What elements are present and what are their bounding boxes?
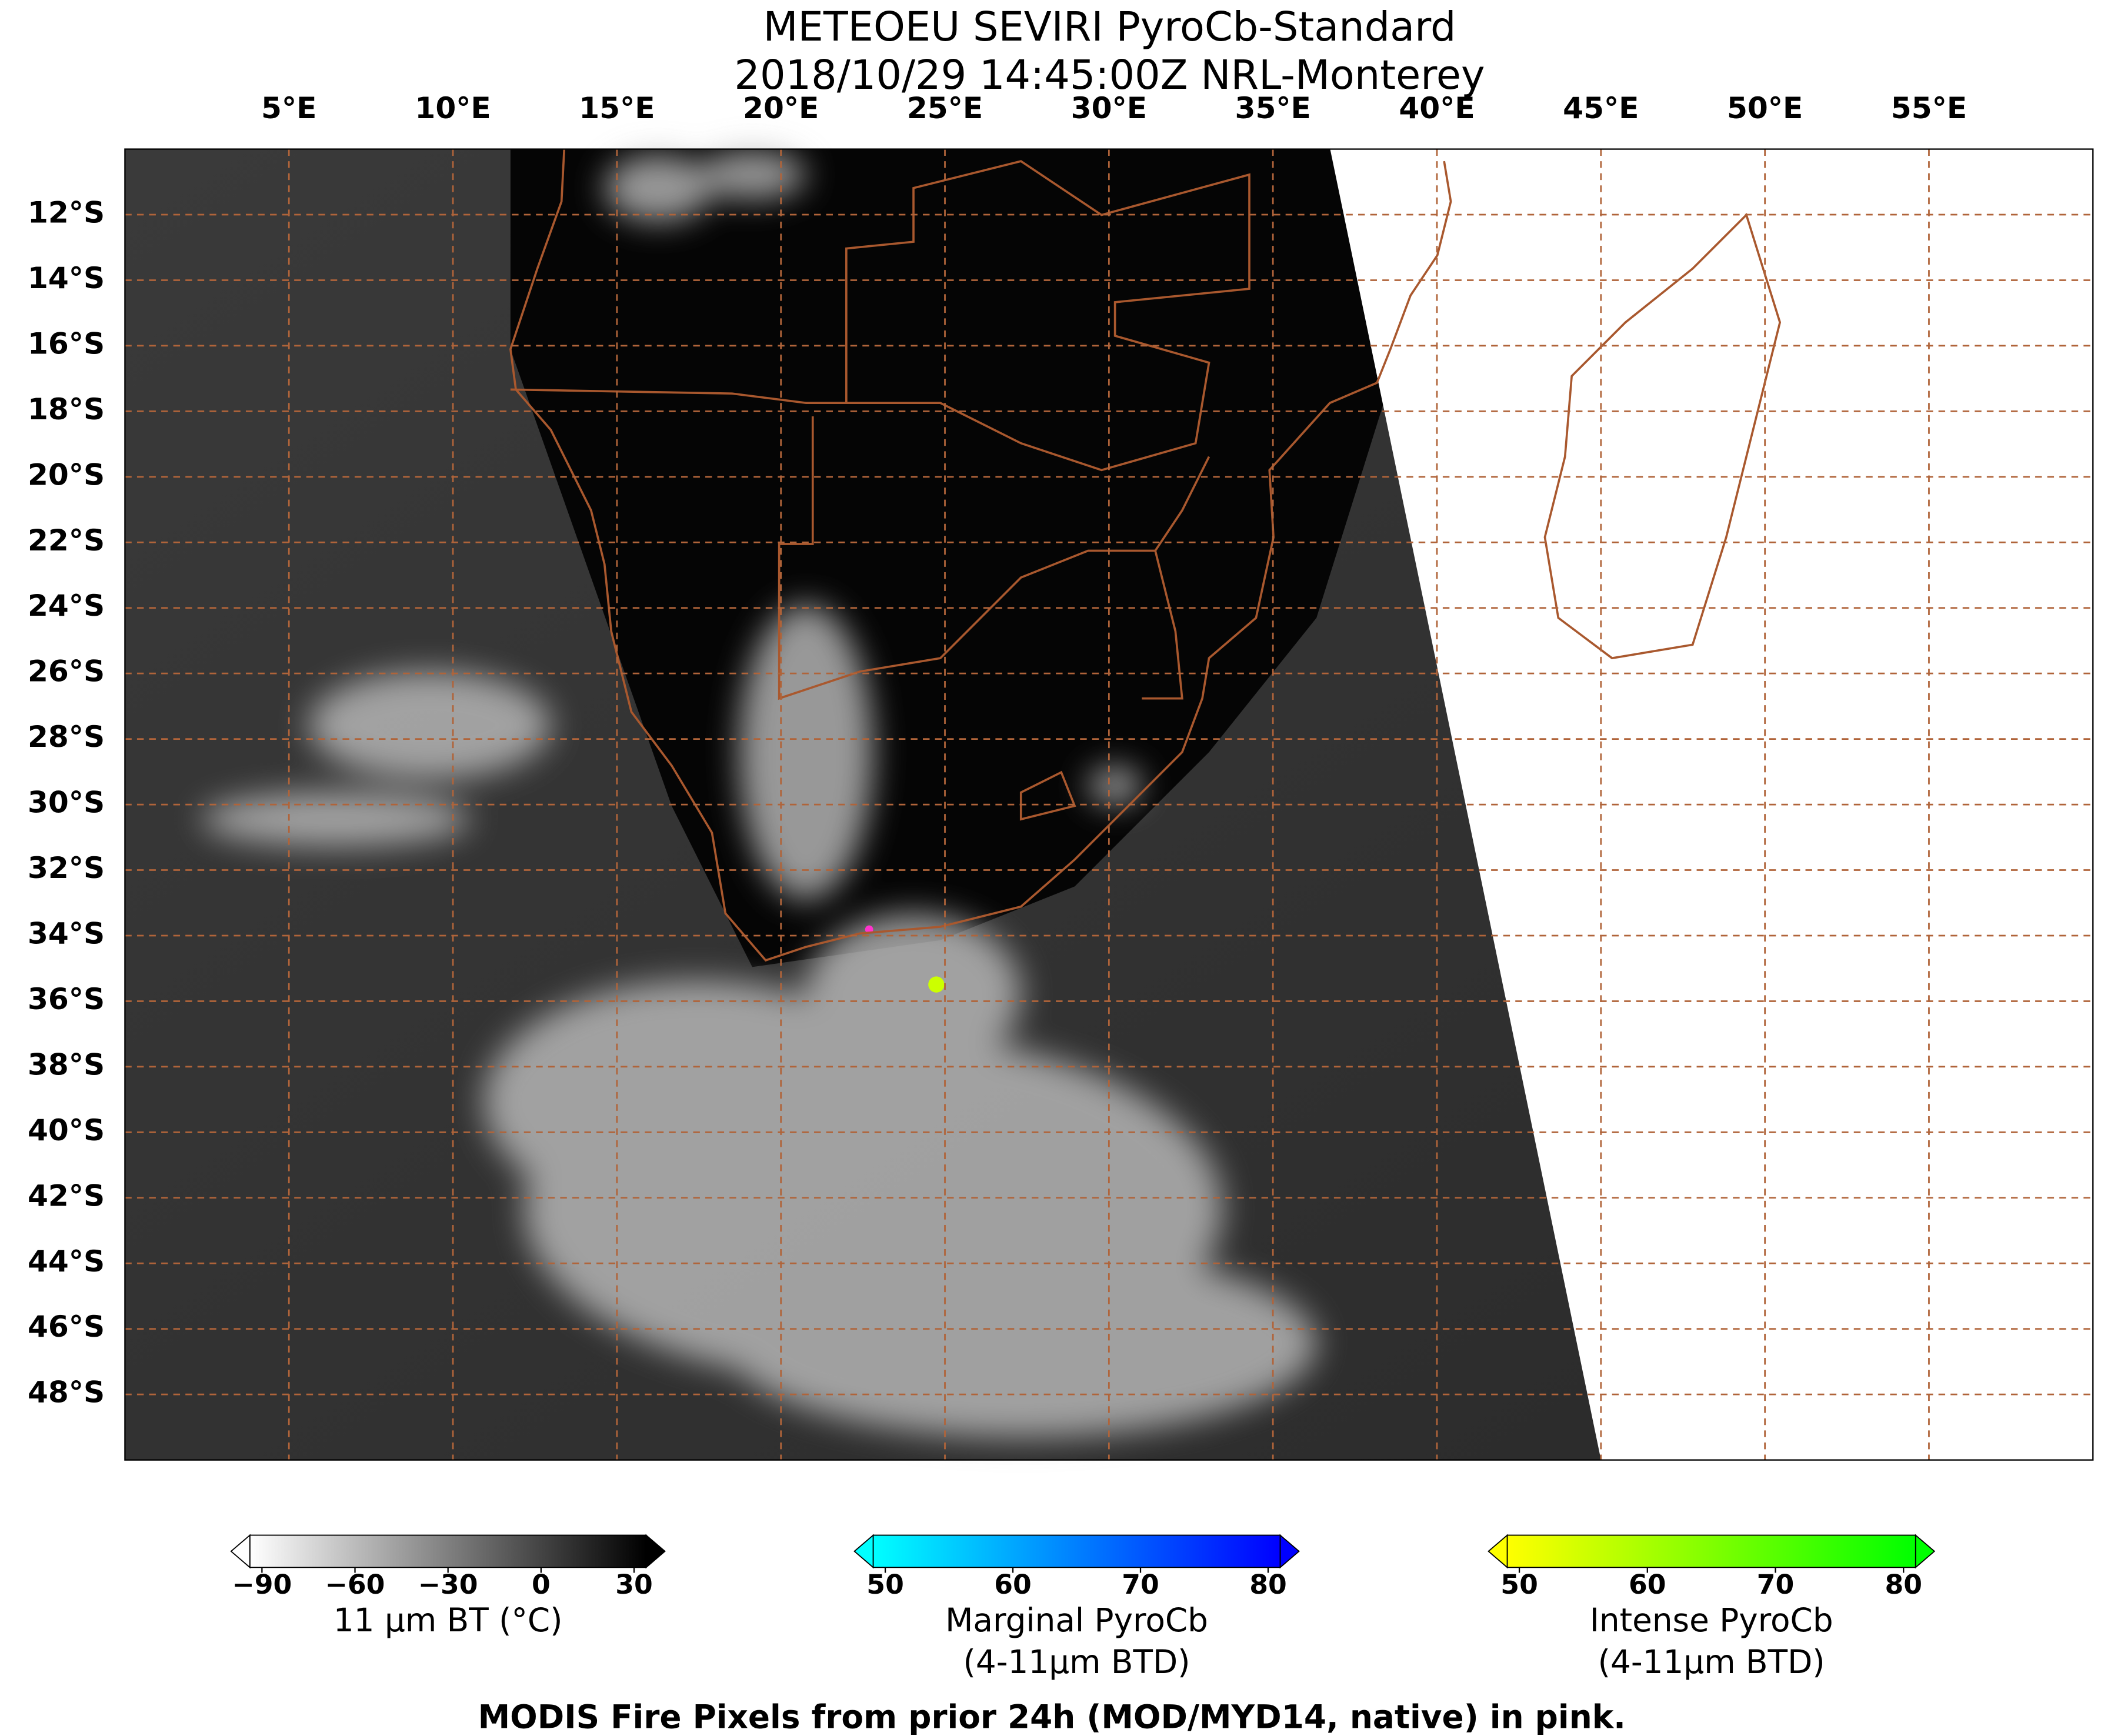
colorbar-label: (4-11μm BTD)	[1598, 1643, 1825, 1681]
colorbar-tick-label: −90	[232, 1569, 292, 1600]
y-tick-label: 26°S	[28, 654, 105, 689]
x-tick-label: 25°E	[907, 91, 983, 125]
colorbar-label: (4-11μm BTD)	[963, 1643, 1190, 1681]
x-tick-label: 5°E	[261, 91, 316, 125]
colorbar	[1506, 1534, 1916, 1568]
coastlines	[509, 149, 1782, 962]
colorbar-extend	[853, 1534, 874, 1569]
y-tick-label: 16°S	[28, 326, 105, 360]
y-tick-label: 24°S	[28, 588, 105, 623]
colorbar-tick-label: 80	[1885, 1569, 1922, 1600]
colorbar	[872, 1534, 1281, 1568]
x-tick-label: 55°E	[1891, 91, 1967, 125]
colorbar-tick-label: 50	[1500, 1569, 1538, 1600]
x-tick-label: 50°E	[1727, 91, 1803, 125]
colorbar-label: 11 μm BT (°C)	[334, 1601, 563, 1639]
colorbar-extend	[1488, 1534, 1508, 1569]
y-tick-label: 36°S	[28, 981, 105, 1016]
map-frame	[124, 148, 2094, 1461]
y-tick-label: 48°S	[28, 1375, 105, 1410]
colorbar-tick-label: −60	[325, 1569, 385, 1600]
x-tick-label: 45°E	[1563, 91, 1639, 125]
y-tick-label: 34°S	[28, 916, 105, 950]
colorbar-tick-label: 50	[866, 1569, 904, 1600]
y-tick-label: 40°S	[28, 1113, 105, 1147]
colorbar-tick-label: 0	[532, 1569, 551, 1600]
footer: MODIS Fire Pixels from prior 24h (MOD/MY…	[478, 1698, 1626, 1736]
y-tick-label: 42°S	[28, 1178, 105, 1213]
subtitle: 2018/10/29 14:45:00Z NRL-Monterey	[734, 52, 1485, 99]
y-tick-label: 14°S	[28, 261, 105, 295]
colorbar-tick-label: 60	[994, 1569, 1032, 1600]
colorbar-tick-label: 70	[1122, 1569, 1159, 1600]
colorbar-label: Intense PyroCb	[1590, 1601, 1833, 1639]
colorbar-extend	[645, 1534, 666, 1569]
colorbar-label: Marginal PyroCb	[945, 1601, 1208, 1639]
y-tick-label: 32°S	[28, 850, 105, 885]
colorbar-tick-label: 80	[1249, 1569, 1287, 1600]
y-tick-label: 22°S	[28, 523, 105, 557]
y-tick-label: 30°S	[28, 785, 105, 820]
colorbar-tick-label: −30	[418, 1569, 478, 1600]
colorbar	[249, 1534, 647, 1568]
x-tick-label: 40°E	[1399, 91, 1475, 125]
y-tick-label: 44°S	[28, 1244, 105, 1278]
x-tick-label: 15°E	[579, 91, 655, 125]
title: METEOEU SEVIRI PyroCb-Standard	[763, 4, 1456, 51]
x-tick-label: 20°E	[743, 91, 819, 125]
colorbar-extend	[1279, 1534, 1300, 1569]
x-tick-label: 30°E	[1071, 91, 1147, 125]
graticule	[125, 149, 2093, 1460]
colorbar-extend	[230, 1534, 251, 1569]
x-tick-label: 35°E	[1235, 91, 1311, 125]
x-tick-label: 10°E	[415, 91, 491, 125]
colorbar-extend	[1915, 1534, 1936, 1569]
y-tick-label: 18°S	[28, 392, 105, 426]
y-tick-label: 12°S	[28, 195, 105, 230]
colorbar-tick-label: 70	[1757, 1569, 1795, 1600]
colorbar-tick-label: 60	[1629, 1569, 1666, 1600]
y-tick-label: 46°S	[28, 1309, 105, 1344]
y-tick-label: 20°S	[28, 457, 105, 492]
y-tick-label: 28°S	[28, 719, 105, 754]
colorbar-tick-label: 30	[615, 1569, 653, 1600]
y-tick-label: 38°S	[28, 1047, 105, 1081]
